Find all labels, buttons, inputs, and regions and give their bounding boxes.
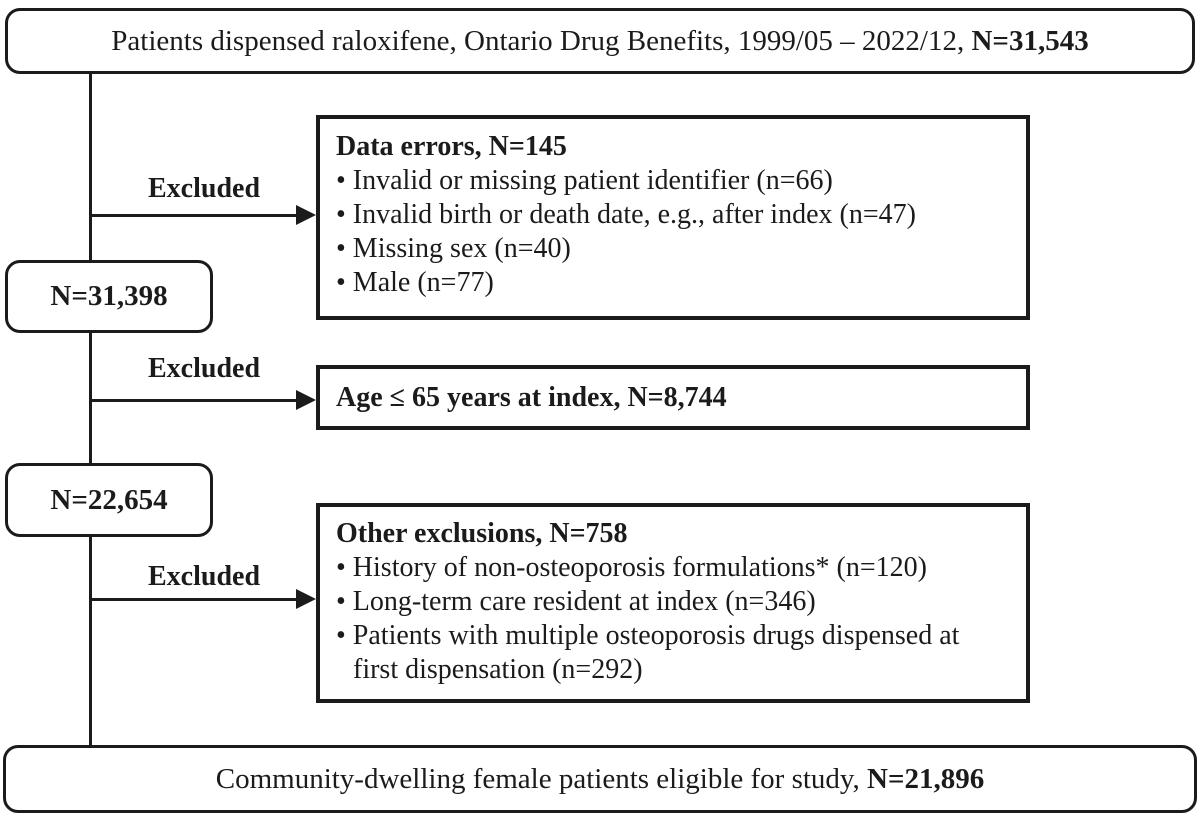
count-box-2-text: N=22,654 (50, 483, 168, 516)
age-exclusion-text: Age ≤ 65 years at index, N=8,744 (336, 381, 727, 413)
bottom-cohort-n: N=21,896 (867, 762, 985, 795)
arrowhead-right-icon-3 (296, 589, 316, 609)
excluded-label-2: Excluded (147, 353, 261, 384)
data-errors-title: Data errors, N=145 (336, 131, 567, 162)
count-box-1-text: N=31,398 (50, 280, 168, 312)
other-exclusions-item: • Patients with multiple osteoporosis dr… (336, 620, 960, 685)
data-errors-item: • Missing sex (n=40) (336, 233, 571, 264)
count-box-2: N=22,654 (5, 463, 213, 537)
exclusion-arrow-line-2 (90, 399, 298, 402)
arrowhead-right-icon-1 (296, 205, 316, 225)
other-exclusions-title: Other exclusions, N=758 (336, 518, 628, 549)
bottom-cohort-text: Community-dwelling female patients eligi… (215, 762, 985, 795)
top-cohort-n: N=31,543 (971, 24, 1089, 57)
count-box-1: N=31,398 (5, 260, 213, 333)
other-exclusions-item: • History of non-osteoporosis formulatio… (336, 552, 927, 583)
data-errors-item: • Invalid or missing patient identifier … (336, 165, 833, 196)
data-errors-item: • Male (n=77) (336, 267, 494, 298)
exclusion-arrow-line-3 (90, 598, 298, 601)
trunk-connector-line (89, 74, 92, 745)
exclusion-arrow-line-1 (90, 214, 298, 217)
top-cohort-text: Patients dispensed raloxifene, Ontario D… (111, 24, 1089, 57)
bottom-cohort-box: Community-dwelling female patients eligi… (3, 745, 1197, 813)
age-exclusion-box: Age ≤ 65 years at index, N=8,744 (316, 365, 1030, 430)
top-cohort-box: Patients dispensed raloxifene, Ontario D… (5, 8, 1195, 74)
data-errors-box: Data errors, N=145 • Invalid or missing … (316, 115, 1030, 320)
excluded-label-1: Excluded (147, 173, 261, 204)
arrowhead-right-icon-2 (296, 390, 316, 410)
other-exclusions-box: Other exclusions, N=758 • History of non… (316, 503, 1030, 703)
data-errors-item: • Invalid birth or death date, e.g., aft… (336, 199, 916, 230)
excluded-label-3: Excluded (147, 561, 261, 592)
other-exclusions-item: • Long-term care resident at index (n=34… (336, 586, 816, 617)
